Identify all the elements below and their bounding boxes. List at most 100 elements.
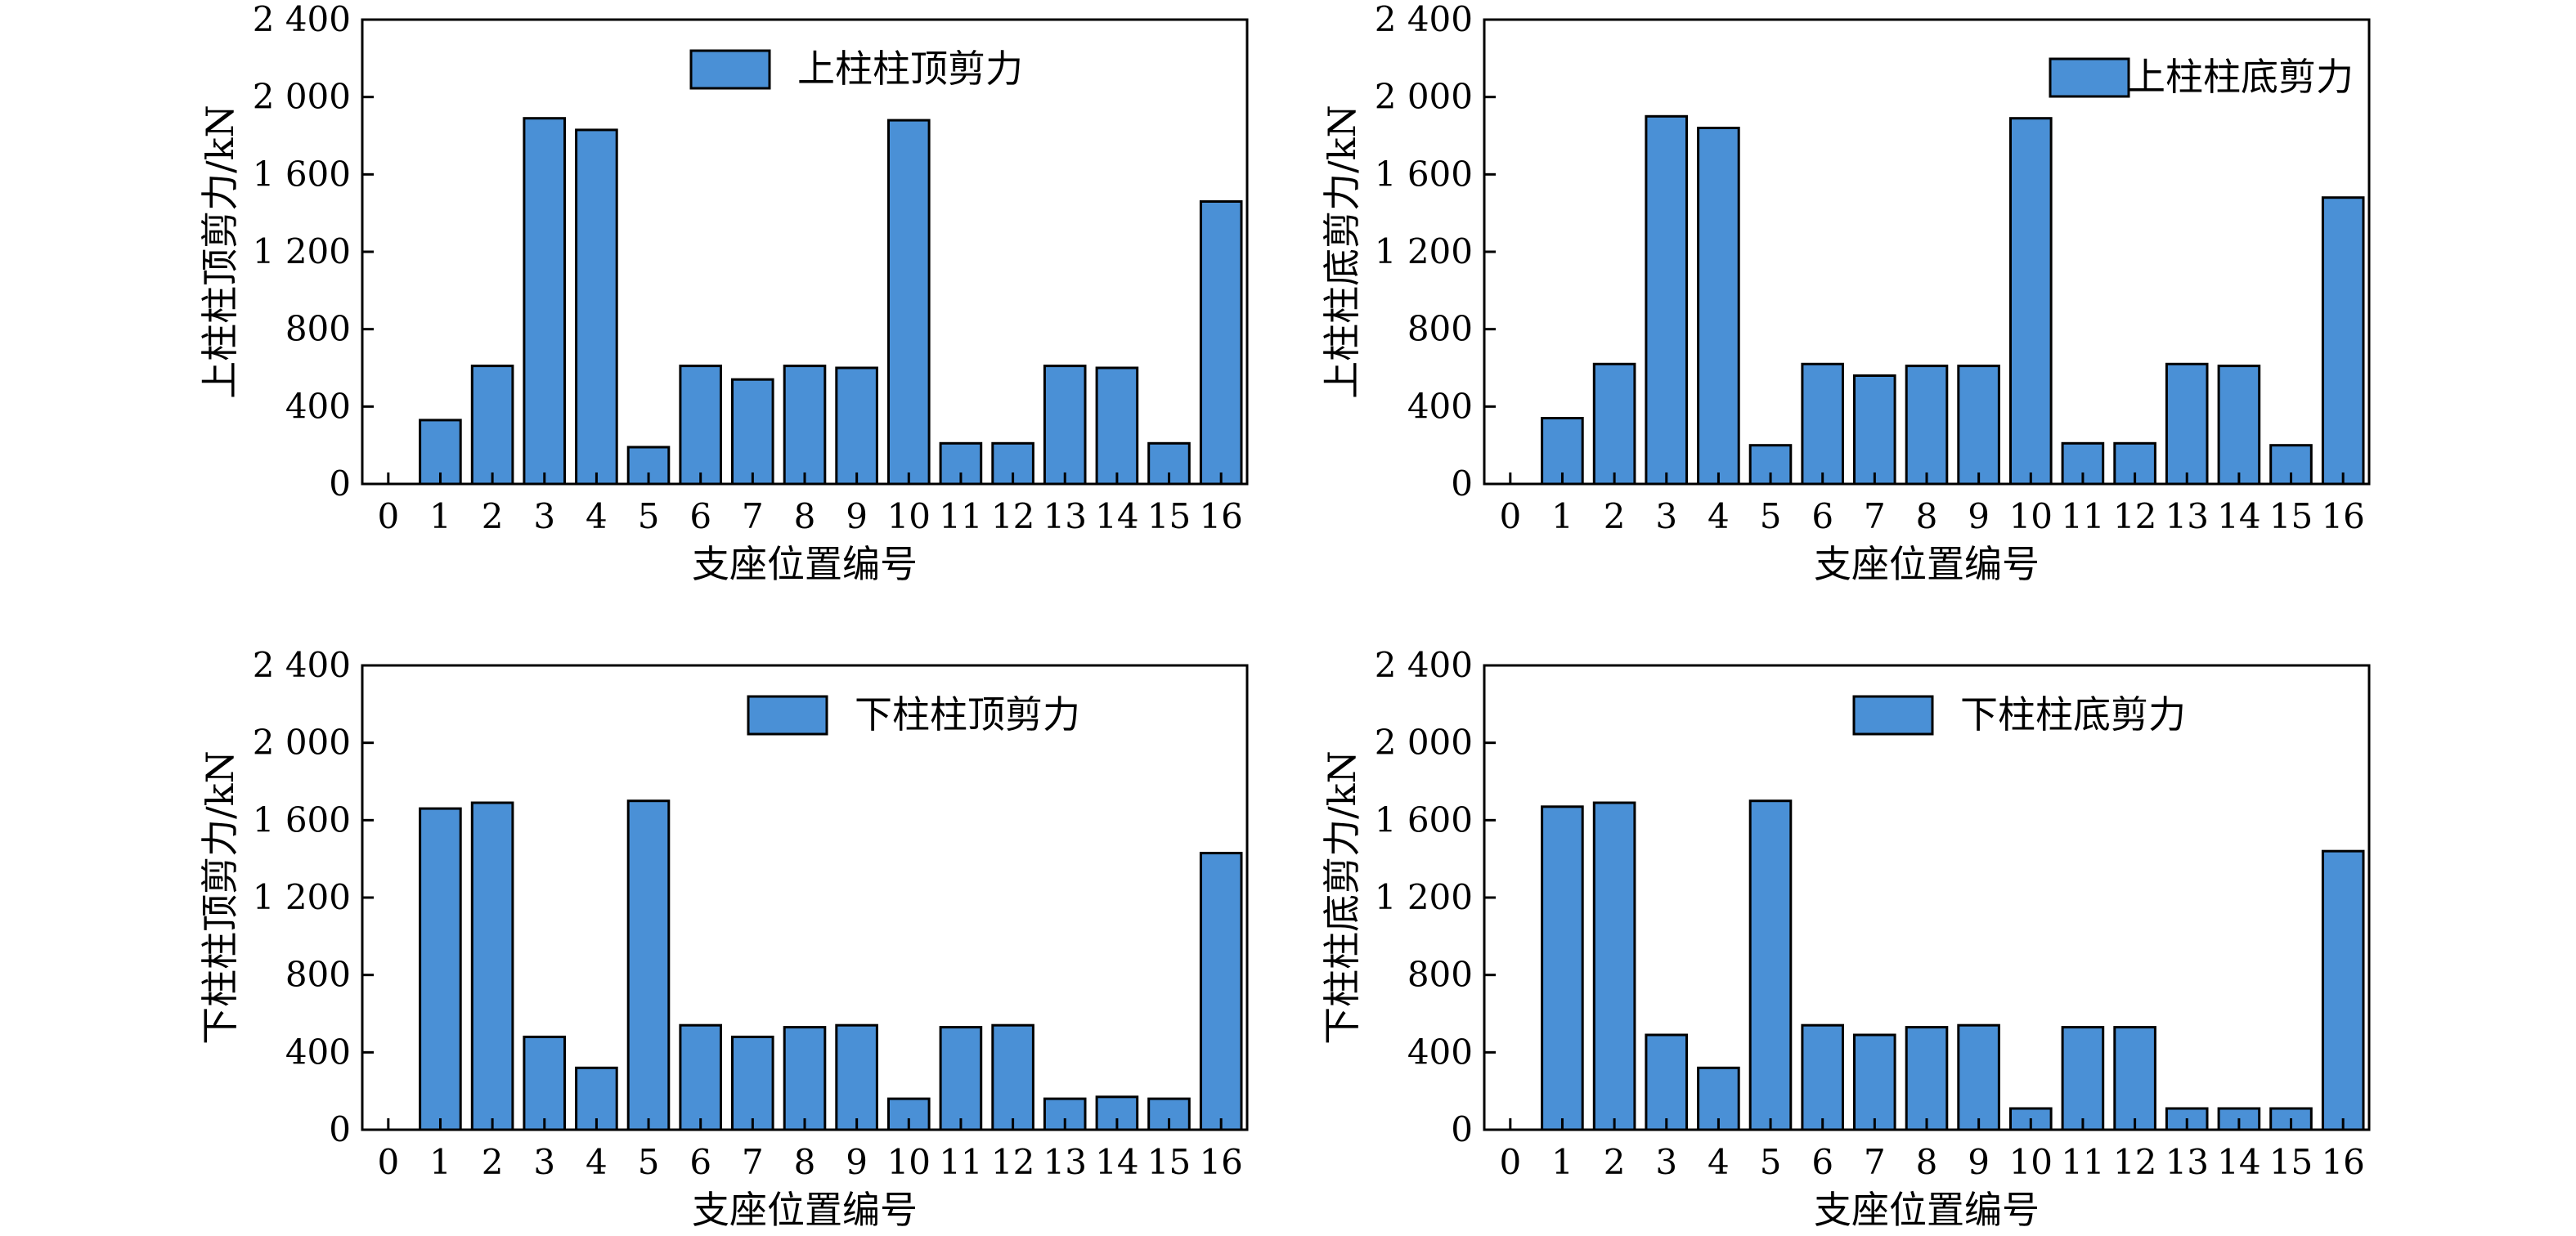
- bar-3: [523, 117, 567, 486]
- bar-16: [2321, 849, 2365, 1131]
- bar-8: [1905, 365, 1949, 486]
- x-axis-title: 支座位置编号: [692, 1188, 918, 1232]
- x-tick-label: 14: [1095, 1142, 1138, 1182]
- x-tick-label: 16: [1199, 1142, 1242, 1182]
- x-tick-label: 7: [1864, 496, 1886, 536]
- x-tick-label: 15: [1147, 1142, 1191, 1182]
- y-tick-label: 800: [285, 955, 351, 995]
- y-tick-label: 2 000: [253, 723, 351, 763]
- x-tick-label: 13: [1043, 1142, 1087, 1182]
- legend: 下柱柱底剪力: [1852, 692, 2186, 737]
- x-axis-title: 支座位置编号: [692, 542, 918, 586]
- y-tick-label: 2 000: [1375, 723, 1473, 763]
- x-tick-label: 11: [2061, 496, 2104, 536]
- x-tick-label: 9: [846, 496, 868, 536]
- x-tick-label: 7: [742, 496, 764, 536]
- x-tick-label: 2: [482, 496, 504, 536]
- x-tick-label: 16: [1199, 496, 1242, 536]
- bar-5: [1748, 444, 1793, 486]
- x-tick-label: 0: [377, 1142, 399, 1182]
- y-tick-label: 1 200: [1375, 877, 1473, 917]
- x-tick-label: 14: [2217, 1142, 2260, 1182]
- bar-11: [939, 1026, 983, 1131]
- x-tick-label: 15: [2269, 1142, 2313, 1182]
- bar-1: [1541, 805, 1584, 1131]
- bar-13: [2165, 362, 2209, 486]
- bar-14: [2217, 365, 2261, 486]
- bar-8: [1905, 1026, 1949, 1131]
- y-tick-label: 1 600: [1375, 154, 1473, 194]
- x-tick-label: 4: [586, 496, 608, 536]
- y-tick-label: 1 600: [253, 799, 351, 840]
- legend-label: 上柱柱底剪力: [2128, 55, 2354, 99]
- y-tick-label: 1 600: [1375, 799, 1473, 840]
- x-tick-label: 12: [991, 496, 1034, 536]
- x-tick-label: 0: [377, 496, 399, 536]
- x-tick-label: 6: [1811, 496, 1833, 536]
- y-tick-label: 0: [329, 464, 351, 504]
- x-tick-label: 12: [2113, 496, 2156, 536]
- x-tick-label: 12: [2113, 1142, 2156, 1182]
- bar-7: [731, 1035, 774, 1131]
- x-tick-label: 14: [2217, 496, 2260, 536]
- bar-6: [1801, 1023, 1845, 1131]
- y-tick-label: 1 200: [1375, 231, 1473, 271]
- y-axis-title: 下柱柱底剪力/kN: [1320, 750, 1364, 1045]
- bar-9: [1957, 365, 2000, 486]
- x-tick-label: 12: [991, 1142, 1034, 1182]
- y-tick-label: 2 400: [1375, 0, 1473, 39]
- legend: 上柱柱顶剪力: [689, 47, 1023, 91]
- bar-10: [887, 119, 931, 486]
- y-tick-label: 400: [285, 386, 351, 426]
- x-tick-label: 3: [1655, 496, 1677, 536]
- x-tick-label: 3: [533, 496, 555, 536]
- x-tick-label: 2: [1604, 1142, 1626, 1182]
- y-tick-label: 800: [1407, 309, 1473, 349]
- x-tick-label: 9: [846, 1142, 868, 1182]
- y-axis-title: 下柱柱顶剪力/kN: [198, 750, 242, 1045]
- y-tick-label: 1 600: [253, 154, 351, 194]
- bar-11: [2061, 1026, 2105, 1131]
- legend-label: 下柱柱顶剪力: [855, 692, 1080, 737]
- x-tick-label: 11: [939, 1142, 982, 1182]
- x-tick-label: 1: [429, 496, 451, 536]
- bar-8: [783, 365, 827, 486]
- x-tick-label: 5: [638, 1142, 660, 1182]
- bar-7: [731, 378, 774, 486]
- x-tick-label: 13: [2165, 496, 2209, 536]
- x-tick-label: 1: [429, 1142, 451, 1182]
- x-tick-label: 9: [1968, 496, 1990, 536]
- bar-7: [1853, 374, 1896, 486]
- x-tick-label: 10: [2009, 1142, 2053, 1182]
- bar-4: [575, 128, 618, 486]
- x-tick-label: 0: [1499, 1142, 1521, 1182]
- y-tick-label: 400: [1407, 1032, 1473, 1072]
- x-tick-label: 5: [1760, 496, 1782, 536]
- legend: 下柱柱顶剪力: [747, 692, 1080, 737]
- x-tick-label: 6: [689, 1142, 711, 1182]
- legend-label: 下柱柱底剪力: [1960, 692, 2186, 737]
- legend: 上柱柱底剪力: [2049, 55, 2354, 99]
- y-tick-label: 2 000: [253, 77, 351, 117]
- x-tick-label: 5: [1760, 1142, 1782, 1182]
- y-tick-label: 2 400: [253, 0, 351, 39]
- x-tick-label: 3: [1655, 1142, 1677, 1182]
- x-tick-label: 7: [1864, 1142, 1886, 1182]
- x-tick-label: 2: [482, 1142, 504, 1182]
- y-tick-label: 1 200: [253, 877, 351, 917]
- bar-3: [1645, 1033, 1689, 1131]
- y-tick-label: 800: [285, 309, 351, 349]
- x-tick-label: 8: [794, 1142, 816, 1182]
- x-tick-label: 4: [586, 1142, 608, 1182]
- bar-16: [2321, 196, 2365, 486]
- bar-6: [679, 1023, 723, 1131]
- legend-swatch: [689, 49, 771, 90]
- legend-swatch: [2049, 57, 2130, 98]
- x-tick-label: 10: [887, 496, 931, 536]
- x-tick-label: 3: [533, 1142, 555, 1182]
- x-tick-label: 16: [2321, 496, 2364, 536]
- legend-label: 上柱柱顶剪力: [797, 47, 1023, 91]
